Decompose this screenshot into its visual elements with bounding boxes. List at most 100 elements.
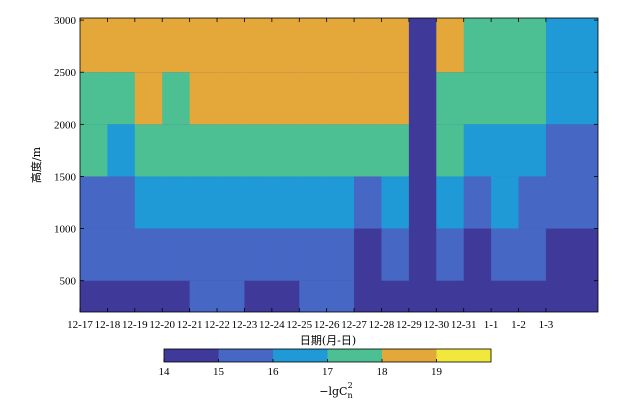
heatmap-cell — [107, 280, 136, 312]
heatmap-cell — [80, 72, 108, 125]
colorbar-segment — [382, 349, 437, 362]
heatmap-cell — [299, 72, 328, 125]
heatmap-cell — [189, 280, 218, 312]
heatmap-cell — [381, 280, 410, 312]
x-tick-label: 12-30 — [423, 319, 449, 331]
heatmap-cell — [80, 124, 108, 177]
colorbar: 14 15 16 17 18 19 — [159, 348, 492, 378]
y-tick-label: 3000 — [54, 15, 77, 27]
heatmap-cell — [545, 72, 598, 125]
heatmap-cell — [545, 280, 598, 312]
heatmap-cell — [463, 176, 492, 229]
heatmap-cell — [107, 124, 136, 177]
x-tick-label: 12-20 — [149, 319, 175, 331]
heatmap-cell — [107, 72, 136, 125]
heatmap-cell — [134, 124, 163, 177]
heatmap-cell — [80, 18, 108, 73]
colorbar-tick-label: 16 — [268, 366, 280, 378]
heatmap-cell — [408, 18, 437, 73]
heatmap-cell — [217, 176, 245, 229]
heatmap-cell — [107, 18, 136, 73]
heatmap-cell — [518, 72, 547, 125]
heatmap-cell — [244, 280, 273, 312]
heatmap-cell — [408, 72, 437, 125]
heatmap-cell — [408, 228, 437, 281]
heatmap-cell — [244, 228, 273, 281]
heatmap-cell — [162, 124, 191, 177]
heatmap-cell — [518, 228, 547, 281]
y-tick-label: 2500 — [54, 67, 77, 79]
heatmap-cell — [436, 18, 465, 73]
heatmap-cell — [189, 124, 218, 177]
heatmap-cell — [354, 18, 382, 73]
x-tick-label: 12-31 — [451, 319, 477, 331]
x-tick-label: 12-26 — [314, 319, 340, 331]
heatmap-cell — [436, 72, 465, 125]
colorbar-segment — [164, 349, 219, 362]
colorbar-label-main: −lgC — [319, 385, 347, 398]
heatmap-cell — [162, 280, 191, 312]
heatmap-cell — [408, 176, 437, 229]
heatmap-cell — [491, 280, 519, 312]
heatmap-cell — [244, 18, 273, 73]
heatmap-cell — [244, 124, 273, 177]
heatmap-cell — [491, 176, 519, 229]
heatmap-cell — [436, 228, 465, 281]
y-tick-label: 1000 — [54, 224, 77, 236]
heatmap-cell — [518, 18, 547, 73]
y-axis: 500 1000 1500 2000 2500 3000 — [54, 15, 598, 288]
heatmap-cell — [162, 228, 191, 281]
heatmap-cell — [217, 280, 245, 312]
heatmap-cell — [408, 124, 437, 177]
plot-frame — [79, 17, 599, 313]
heatmap-cell — [80, 228, 108, 281]
colorbar-segment — [218, 349, 274, 362]
heatmap-cell — [381, 72, 410, 125]
heatmap-cell — [134, 228, 163, 281]
heatmap-cell — [217, 124, 245, 177]
heatmap-cell — [354, 176, 382, 229]
colorbar-label-sub: n — [347, 391, 352, 400]
x-tick-label: 12-28 — [369, 319, 395, 331]
heatmap-cell — [189, 176, 218, 229]
heatmap-cell — [326, 176, 355, 229]
heatmap-cell — [518, 124, 547, 177]
x-tick-label: 12-24 — [259, 319, 285, 331]
heatmap-cell — [80, 280, 108, 312]
x-tick-label: 1-2 — [511, 319, 526, 331]
heatmap-cell — [134, 18, 163, 73]
y-tick-label: 1500 — [54, 171, 77, 183]
heatmap-cell — [271, 72, 300, 125]
x-tick-label: 12-18 — [95, 319, 121, 331]
colorbar-segment — [327, 349, 383, 362]
heatmap-cell — [271, 280, 300, 312]
heatmap-cell — [271, 124, 300, 177]
heatmap-cell — [189, 72, 218, 125]
x-axis: 12-17 12-18 12-19 12-20 12-21 12-22 12-23 12-24… — [67, 18, 554, 331]
colorbar-tick-label: 14 — [159, 366, 171, 378]
heatmap-cell — [463, 280, 492, 312]
x-tick-label: 1-3 — [539, 319, 554, 331]
heatmap-cell — [545, 18, 598, 73]
heatmap-cell — [381, 18, 410, 73]
heatmap-cell — [545, 176, 598, 229]
heatmap-cell — [326, 72, 355, 125]
heatmap-cell — [299, 228, 328, 281]
heatmap-cell — [326, 228, 355, 281]
heatmap-cell — [217, 228, 245, 281]
heatmap-cell — [134, 176, 163, 229]
heatmap-cell — [299, 124, 328, 177]
y-axis-title: 高度/m — [29, 146, 43, 183]
heatmap-cell — [491, 72, 519, 125]
heatmap-cell — [189, 18, 218, 73]
heatmap-cell — [189, 228, 218, 281]
heatmap-cell — [134, 280, 163, 312]
colorbar-tick-label: 18 — [377, 366, 389, 378]
colorbar-tick-label: 19 — [431, 366, 443, 378]
colorbar-tick-label: 15 — [213, 366, 225, 378]
heatmap-cell — [463, 72, 492, 125]
heatmap-cell — [354, 124, 382, 177]
heatmap-cell — [244, 72, 273, 125]
heatmap-cell — [518, 280, 547, 312]
